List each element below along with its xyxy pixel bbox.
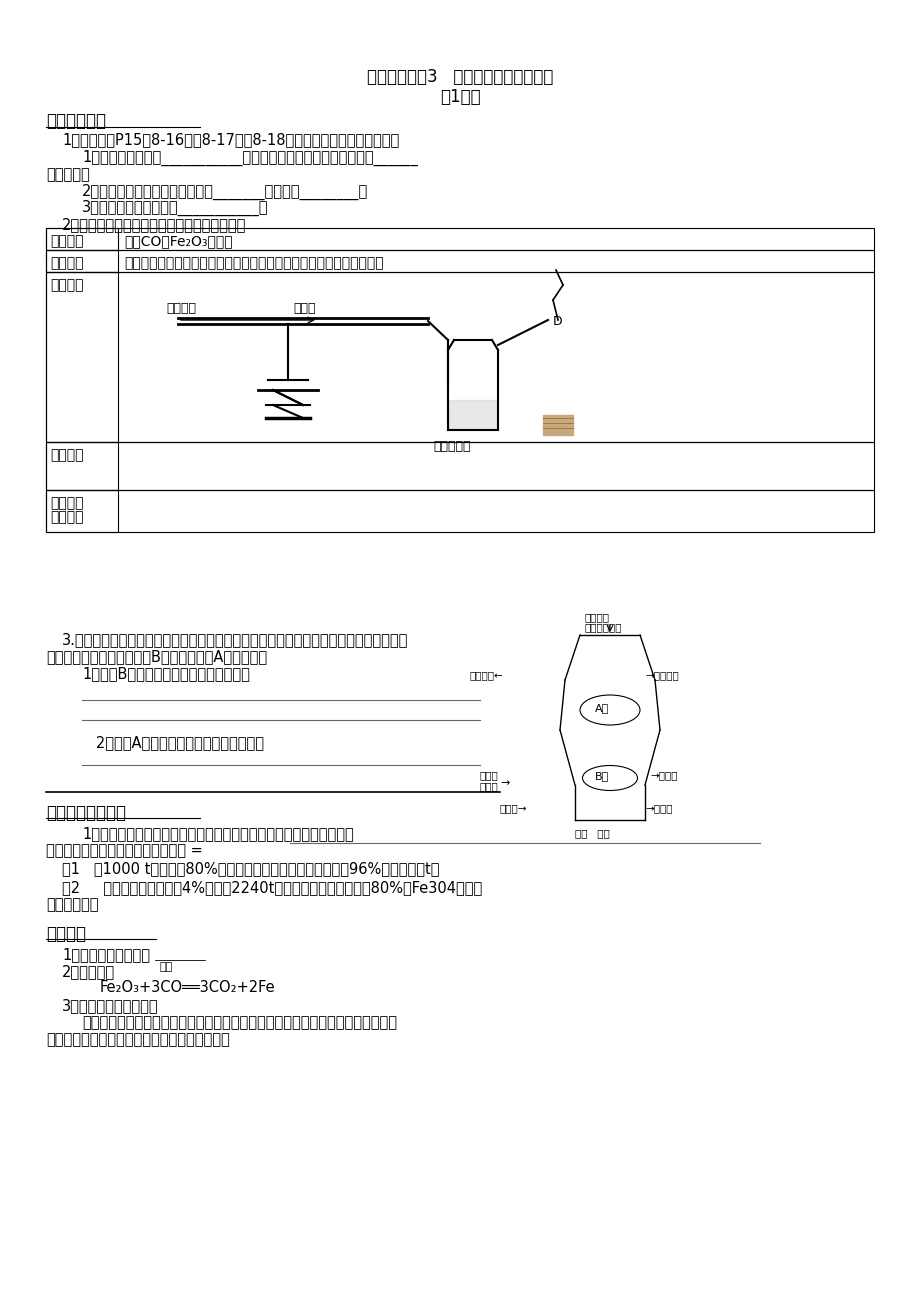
Bar (46, 228, 873, 250)
Text: 一、铁的冶炼: 一、铁的冶炼 (46, 112, 106, 130)
Text: 矿石多少吨？: 矿石多少吨？ (46, 897, 98, 911)
Bar (46, 490, 873, 533)
Text: 时应考虑到杂质问题：纯物质的质量 =: 时应考虑到杂质问题：纯物质的质量 = (46, 842, 207, 858)
Text: 实验操作: 实验操作 (50, 256, 84, 270)
Text: 1）写出B区产生气体的所有化学方程式：: 1）写出B区产生气体的所有化学方程式： (82, 667, 250, 681)
Text: 氧化铁: 氧化铁 (292, 302, 315, 315)
Polygon shape (542, 415, 573, 435)
Text: 3）常用于炼铁的矿石是___________。: 3）常用于炼铁的矿石是___________。 (82, 201, 268, 216)
Text: 1．阅读课本P15图8-16、图8-17、图8-18，展示矿石样品，归纳结论：: 1．阅读课本P15图8-16、图8-17、图8-18，展示矿石样品，归纳结论： (62, 132, 399, 147)
Text: 1、金属资源概况高温: 1、金属资源概况高温 (62, 947, 150, 962)
Text: D: D (552, 315, 562, 328)
Text: 学方程式: 学方程式 (50, 510, 84, 523)
Text: 形式存在。: 形式存在。 (46, 167, 90, 182)
Text: 高炉煤气←: 高炉煤气← (470, 671, 504, 680)
Bar (46, 250, 873, 272)
Text: 生铁   炉渣: 生铁 炉渣 (574, 828, 609, 838)
Text: 计算出纯净物质质量再换算成不纯物质的质量。: 计算出纯净物质质量再换算成不纯物质的质量。 (46, 1032, 230, 1047)
Text: 结论及化: 结论及化 (50, 496, 84, 510)
Text: 石一起加入高炉，在图中的B区产生气体，A区生产铁。: 石一起加入高炉，在图中的B区产生气体，A区生产铁。 (46, 648, 267, 664)
Text: →高炉煤气: →高炉煤气 (644, 671, 678, 680)
Text: 实验目的: 实验目的 (50, 234, 84, 247)
Text: 铁矿石、: 铁矿石、 (584, 612, 609, 622)
Text: 一氧化碳: 一氧化碳 (165, 302, 196, 315)
Text: 化学方程式表示的是纯净物质之间的数量比，必须先换算成纯净物质的质量，或先: 化学方程式表示的是纯净物质之间的数量比，必须先换算成纯净物质的质量，或先 (82, 1016, 397, 1030)
Text: 1）大多数的金属以___________形式存在，少数很不活泼的金属以______: 1）大多数的金属以___________形式存在，少数很不活泼的金属以_____… (82, 150, 417, 167)
Text: B区: B区 (595, 771, 608, 781)
Text: 2、铁的冶炼: 2、铁的冶炼 (62, 963, 115, 979)
Bar (46, 272, 873, 441)
Text: 2）地壳中含量最多的金属元素是_______、其次是________。: 2）地壳中含量最多的金属元素是_______、其次是________。 (82, 184, 368, 201)
Text: →进风口: →进风口 (650, 769, 676, 780)
Text: A区: A区 (595, 703, 608, 713)
Text: Fe₂O₃+3CO══3CO₂+2Fe: Fe₂O₃+3CO══3CO₂+2Fe (100, 980, 276, 995)
Text: 实验现象: 实验现象 (50, 448, 84, 462)
Bar (46, 228, 118, 250)
Text: 2）写出A区生产铁的反应的化学方程式：: 2）写出A区生产铁的反应的化学方程式： (82, 736, 264, 750)
Text: 二、不纯物的计算: 二、不纯物的计算 (46, 805, 126, 822)
Text: 热空气
进风口: 热空气 进风口 (480, 769, 498, 792)
Text: →: → (499, 779, 509, 788)
Text: 焦炭、石灰石: 焦炭、石灰石 (584, 622, 622, 631)
Bar (46, 490, 118, 533)
Bar (46, 250, 118, 272)
Bar (46, 441, 118, 490)
Text: 【学案】课题3   金属资源的保护和利用: 【学案】课题3 金属资源的保护和利用 (367, 68, 552, 86)
Text: 出铁口→: 出铁口→ (499, 803, 527, 812)
Text: 高温: 高温 (160, 962, 173, 973)
Text: 例1   用1000 t含氧化铁80%的赤铁矿石，理论上可以炼出含铁96%的生铁多少t？: 例1 用1000 t含氧化铁80%的赤铁矿石，理论上可以炼出含铁96%的生铁多少… (62, 861, 439, 876)
Text: 在硬质大试管中加入少量红色的氧化铁粉末，先通一氧化碳，然后加热: 在硬质大试管中加入少量红色的氧化铁粉末，先通一氧化碳，然后加热 (124, 256, 383, 270)
Text: 2．多媒体演示：一氧化碳对氧化铁的还原实验: 2．多媒体演示：一氧化碳对氧化铁的还原实验 (62, 217, 246, 232)
Text: 澄清石灰水: 澄清石灰水 (433, 440, 470, 453)
Bar (46, 441, 873, 490)
Text: 3、有关杂质问题的计算: 3、有关杂质问题的计算 (62, 999, 158, 1013)
Text: 3.多媒体：高炉炼铁铁矿石冶炼成铁是一个复杂的过程，如右图。把铁矿石和焦炭、石灰: 3.多媒体：高炉炼铁铁矿石冶炼成铁是一个复杂的过程，如右图。把铁矿石和焦炭、石灰 (62, 631, 408, 647)
Text: 三、小结: 三、小结 (46, 924, 85, 943)
Text: →出渣口: →出渣口 (644, 803, 672, 812)
Bar (46, 272, 118, 441)
Text: 探究CO对Fe₂O₃的还原: 探究CO对Fe₂O₃的还原 (124, 234, 233, 247)
Text: 1．实际生产中所用的原料或产物一般都含有杂质，在计算用料和产量: 1．实际生产中所用的原料或产物一般都含有杂质，在计算用料和产量 (82, 825, 354, 841)
Text: 例2     某钢铁厂日产含杂质4%的生铁2240t，问每日需含质量分数为80%的Fe304的磁铁: 例2 某钢铁厂日产含杂质4%的生铁2240t，问每日需含质量分数为80%的Fe3… (62, 880, 482, 894)
Text: 第1课时: 第1课时 (439, 89, 480, 105)
Text: 实验装置: 实验装置 (50, 279, 84, 292)
